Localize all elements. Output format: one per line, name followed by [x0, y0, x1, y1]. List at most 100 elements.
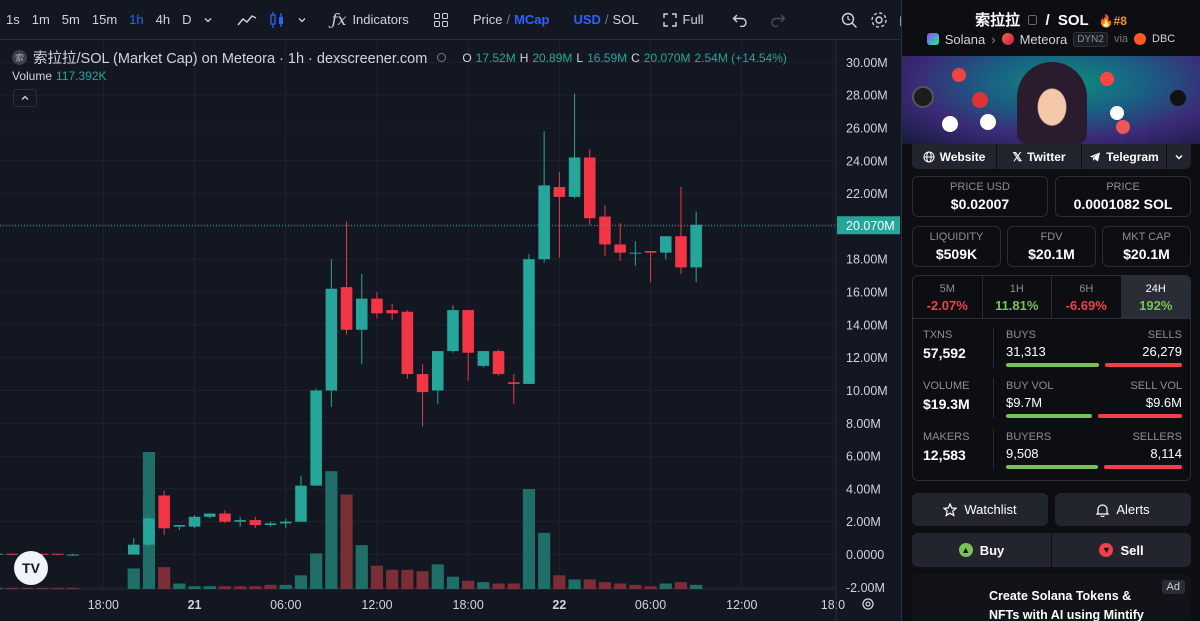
price-mcap-toggle[interactable]: Price / MCap [467, 0, 556, 40]
dex-name[interactable]: Meteora [1019, 31, 1068, 47]
token-name: 索拉拉 [975, 12, 1021, 29]
price-change-tabs: 5M -2.07% 1H 11.81% 6H -6.69% 24H 192% [912, 275, 1191, 319]
x-tick-label: 06:00 [270, 598, 301, 612]
stats-divider [993, 327, 994, 367]
volume-bar [416, 571, 429, 589]
change-tab-24h[interactable]: 24H 192% [1121, 276, 1190, 318]
y-tick-label: 14.00M [846, 318, 888, 332]
sponsored-ad[interactable]: Ad Create Solana Tokens & NFTs with AI u… [912, 574, 1191, 621]
change-tab-5m[interactable]: 5M -2.07% [913, 276, 983, 318]
x-tick-label: 18:0 [821, 598, 845, 612]
change-tab-6h[interactable]: 6H -6.69% [1052, 276, 1122, 318]
candle-body [477, 351, 490, 366]
timeframe-1m[interactable]: 1m [31, 12, 50, 27]
candle-body [507, 382, 520, 384]
volume-bar [446, 576, 460, 589]
volume-bar [477, 582, 490, 589]
candle-body [203, 513, 216, 517]
buy-vol-value: $9.7M [1006, 395, 1043, 410]
chain-name[interactable]: Solana [944, 31, 986, 47]
twitter-link[interactable]: 𝕏 Twitter [997, 144, 1082, 169]
website-link[interactable]: Website [912, 144, 997, 169]
y-tick-label: 18.00M [846, 253, 888, 267]
ad-badge: Ad [1161, 580, 1185, 594]
candle-body [659, 236, 672, 253]
volume-legend: Volume 117.392K [12, 69, 107, 83]
timeframe-1s[interactable]: 1s [6, 12, 20, 27]
price-chart[interactable]: 30.00M28.00M26.00M24.00M22.00M20.00M18.0… [0, 41, 900, 621]
trending-rank-badge[interactable]: 🔥#8 [1099, 14, 1127, 28]
collapse-legend-chevron-up-icon[interactable] [13, 89, 37, 107]
fullscreen-button[interactable]: Full [657, 0, 710, 40]
indicators-button[interactable]: ƒx Indicators [325, 0, 414, 40]
ohlc-change: 2.54M (+14.54%) [694, 50, 787, 65]
token-banner-image [902, 56, 1200, 144]
sell-button[interactable]: ▼ Sell [1052, 533, 1191, 567]
candlestick-icon[interactable] [263, 0, 291, 40]
chart-type-chevron-icon[interactable] [291, 0, 313, 40]
candle-body [614, 244, 626, 253]
usd-sol-toggle[interactable]: USD / SOL [567, 0, 644, 40]
chart-canvas[interactable]: 30.00M28.00M26.00M24.00M22.00M20.00M18.0… [0, 41, 900, 621]
ohlc-low-label: L [576, 50, 584, 65]
banner-logo-icon [1116, 120, 1130, 134]
volume-bar [370, 565, 384, 589]
candle-body [462, 310, 474, 353]
volume-bar [279, 584, 292, 589]
liquidity-card: LIQUIDITY $509K [912, 226, 1001, 267]
change-tab-value: 11.81% [995, 298, 1039, 313]
more-links-chevron-icon[interactable] [1167, 144, 1191, 169]
change-tab-1h[interactable]: 1H 11.81% [983, 276, 1052, 318]
timeframe-4h[interactable]: 4h [155, 12, 171, 27]
copy-address-icon[interactable] [1028, 15, 1038, 25]
line-chart-icon[interactable] [231, 0, 263, 40]
timeframe-15m[interactable]: 15m [91, 12, 118, 27]
timeframe-d[interactable]: D [182, 12, 192, 27]
buy-vol-label: BUY VOL [1006, 380, 1054, 392]
volume-bar [340, 494, 353, 589]
timeframe-1h[interactable]: 1h [129, 12, 144, 27]
settings-gear-icon[interactable] [864, 0, 894, 40]
undo-icon[interactable] [726, 0, 754, 40]
tradingview-logo[interactable]: TV [14, 551, 48, 585]
ohlc-close-label: C [631, 50, 640, 65]
fdv-card: FDV $20.1M [1007, 226, 1096, 267]
change-tab-label: 24H [1145, 283, 1166, 295]
alerts-button[interactable]: Alerts [1055, 493, 1191, 526]
x-tick-label: 21 [188, 598, 202, 612]
quick-search-icon[interactable] [834, 0, 864, 40]
volume-bar [188, 586, 201, 589]
axis-settings-gear-icon[interactable] [862, 598, 874, 610]
twitter-label: Twitter [1027, 149, 1066, 164]
watchlist-label: Watchlist [964, 502, 1017, 517]
liquidity-label: LIQUIDITY [929, 231, 984, 243]
redo-icon[interactable] [764, 0, 792, 40]
sells-value: 26,279 [1142, 344, 1182, 359]
timeframe-5m[interactable]: 5m [61, 12, 80, 27]
watchlist-button[interactable]: Watchlist [912, 493, 1048, 526]
banner-character-avatar [1017, 62, 1087, 144]
arrow-up-circle-icon: ▲ [958, 543, 973, 557]
breadcrumb-chevron-icon: › [991, 31, 996, 47]
timeframe-dropdown-chevron-icon[interactable] [197, 0, 219, 40]
fdv-value: $20.1M [1028, 246, 1075, 262]
buys-sells-ratio-bar [1006, 363, 1182, 367]
candle-body [492, 351, 505, 375]
candle-body [173, 525, 186, 527]
function-icon: ƒx [331, 10, 347, 29]
buy-button[interactable]: ▲ Buy [912, 533, 1052, 567]
telegram-link[interactable]: Telegram [1082, 144, 1167, 169]
volume-value: $19.3M [923, 396, 970, 412]
toggle-slash: / [604, 12, 609, 27]
volume-bar [6, 588, 19, 589]
banner-logo-icon [952, 68, 966, 82]
layouts-grid-icon[interactable] [427, 0, 455, 40]
buys-bar [1006, 363, 1099, 367]
candle-body [447, 310, 459, 352]
chart-legend: 索 索拉拉/SOL (Market Cap) on Meteora · 1h ·… [12, 47, 787, 68]
ad-text: Create Solana Tokens & NFTs with AI usin… [989, 589, 1144, 621]
volume-bar [598, 582, 612, 589]
market-cap-label: MKT CAP [1122, 231, 1171, 243]
fullscreen-label: Full [682, 12, 704, 27]
volume-bar [568, 579, 581, 589]
